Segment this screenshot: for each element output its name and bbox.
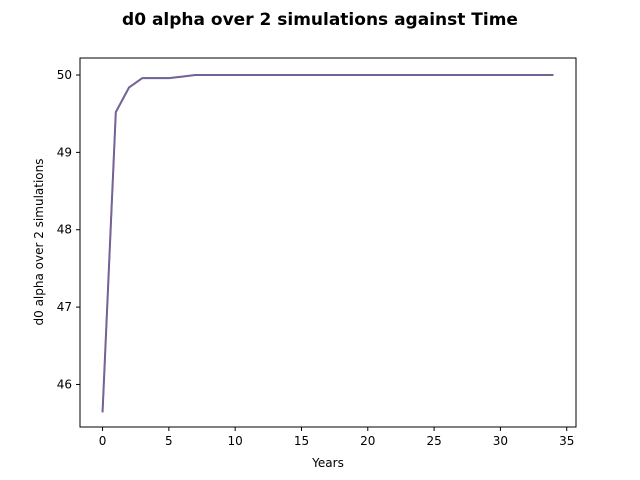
x-tick-label: 10	[228, 434, 243, 448]
y-tick-label: 47	[57, 300, 72, 314]
plot-area: 0 5 10 15 20 25 30 35 46 47 48 49 50	[57, 57, 577, 448]
x-tick-label: 30	[493, 434, 508, 448]
y-tick-label: 48	[57, 223, 72, 237]
y-tick-label: 49	[57, 145, 72, 159]
series-line-2	[101, 74, 554, 413]
y-axis-label: d0 alpha over 2 simulations	[32, 159, 46, 326]
x-tick-label: 15	[294, 434, 309, 448]
x-axis-label: Years	[311, 456, 344, 470]
x-tick-label: 5	[165, 434, 173, 448]
y-tick-label: 46	[57, 377, 72, 391]
x-tick-label: 35	[559, 434, 574, 448]
chart-title: d0 alpha over 2 simulations against Time	[122, 10, 518, 30]
x-tick-label: 25	[426, 434, 441, 448]
axes-frame	[79, 57, 577, 428]
y-tick-label: 50	[57, 68, 72, 82]
x-tick-label: 20	[360, 434, 375, 448]
series-line-1	[101, 74, 554, 413]
x-tick-label: 0	[99, 434, 107, 448]
